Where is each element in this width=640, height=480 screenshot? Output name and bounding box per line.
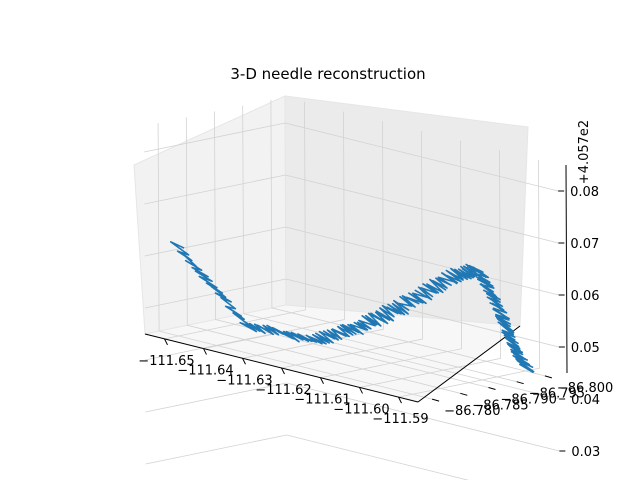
x-tick-mark bbox=[359, 387, 363, 394]
y-tick-mark bbox=[516, 381, 524, 385]
z-grid-line bbox=[144, 278, 559, 348]
z-offset-label: +4.057e2 bbox=[577, 120, 592, 184]
z-tick-label: 0.08 bbox=[570, 185, 599, 200]
y-grid-line bbox=[242, 105, 517, 383]
z-grid-line bbox=[145, 330, 560, 400]
x-tick-label: −111.65 bbox=[138, 354, 194, 369]
z-grid-line bbox=[145, 382, 560, 452]
z-tick-label: 0.03 bbox=[571, 445, 600, 460]
x-tick-mark bbox=[281, 367, 285, 375]
x-grid-line bbox=[242, 121, 384, 359]
tick-labels: −111.65−111.64−111.63−111.62−111.61−111.… bbox=[138, 185, 613, 460]
y-tick-mark bbox=[488, 387, 496, 390]
y-tick-label: −86.785 bbox=[472, 398, 528, 413]
back-pane-left bbox=[133, 95, 287, 335]
z-grid-line bbox=[144, 122, 559, 192]
x-tick-mark bbox=[242, 358, 246, 365]
series-layer bbox=[169, 241, 535, 373]
series-line-needle bbox=[169, 241, 535, 373]
x-tick-label: −111.61 bbox=[294, 393, 350, 408]
y-axis-line bbox=[417, 325, 521, 403]
chart-title: 3-D needle reconstruction bbox=[230, 65, 425, 83]
y-tick-mark bbox=[460, 392, 468, 396]
x-grid-line bbox=[320, 140, 462, 379]
z-tick-label: 0.05 bbox=[571, 341, 600, 356]
y-grid-line bbox=[214, 111, 489, 388]
x-tick-mark bbox=[398, 396, 402, 404]
z-grid-line bbox=[144, 174, 559, 244]
x-tick-label: −111.60 bbox=[333, 402, 389, 417]
y-tick-label: −86.795 bbox=[529, 387, 585, 402]
y-grid-line bbox=[270, 99, 545, 377]
y-tick-label: −86.800 bbox=[557, 381, 613, 396]
y-tick-label: −86.790 bbox=[501, 393, 557, 408]
x-tick-label: −111.59 bbox=[372, 412, 428, 427]
z-tick-label: 0.06 bbox=[571, 289, 600, 304]
x-grid-line bbox=[203, 111, 345, 349]
y-tick-mark bbox=[431, 398, 440, 402]
x-grid-line bbox=[359, 150, 501, 388]
z-tick-label: 0.04 bbox=[571, 393, 600, 408]
x-grid-line bbox=[164, 101, 306, 340]
x-tick-label: −111.64 bbox=[177, 364, 233, 379]
x-grid-line bbox=[398, 160, 540, 398]
x-tick-label: −111.62 bbox=[255, 383, 311, 398]
y-tick-mark bbox=[544, 375, 553, 379]
x-tick-mark bbox=[203, 348, 207, 355]
z-axis-line bbox=[565, 164, 568, 374]
y-tick-label: −86.780 bbox=[444, 404, 500, 419]
z-grid-line bbox=[145, 434, 469, 480]
x-tick-mark bbox=[164, 338, 168, 346]
y-grid-line bbox=[185, 117, 461, 394]
x-tick-label: −111.63 bbox=[216, 373, 272, 388]
z-tick-label: 0.07 bbox=[570, 237, 599, 252]
x-tick-mark bbox=[320, 377, 324, 384]
grid-lines bbox=[144, 99, 560, 480]
y-grid-line bbox=[157, 123, 433, 400]
x-grid-line bbox=[281, 130, 423, 369]
